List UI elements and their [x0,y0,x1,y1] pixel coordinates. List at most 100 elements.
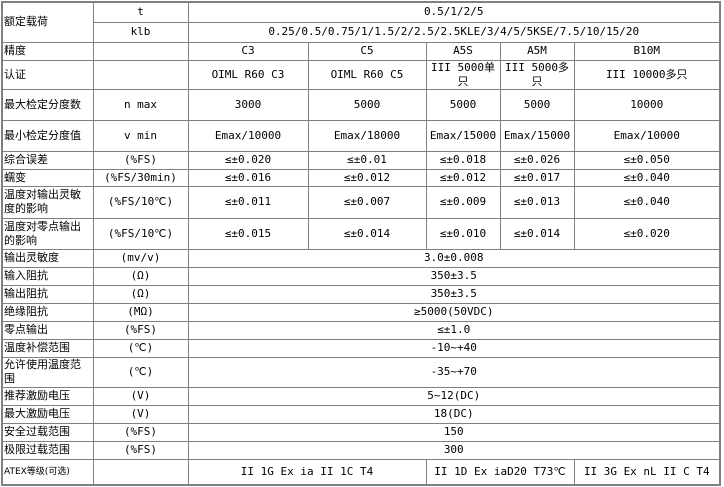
unit-cell: (%FS/30min) [92,168,189,187]
value-cell: 5000 [307,88,427,121]
unit-cell: v min [92,119,189,152]
value-cell: ≤±0.012 [425,168,501,187]
table-row: 输出阻抗 (Ω) 350±3.5 [1,284,721,304]
row-label: 输入阻抗 [1,266,94,286]
value-cell: 5000 [425,88,501,121]
unit-cell [92,59,189,90]
value-cell: ≤±0.012 [307,168,427,187]
value-cell: 3000 [187,88,309,121]
value-cell: ≤±0.020 [187,150,309,170]
value-cell: -10~+40 [187,338,721,358]
unit-cell: (V) [92,386,189,406]
table-row: 认证 OIML R60 C3 OIML R60 C5 III 5000单只 III 50… [1,59,721,90]
unit-cell [92,41,189,61]
value-cell: ≤±1.0 [187,320,721,340]
unit-cell: (%FS) [92,422,189,442]
value-cell: ≤±0.007 [307,185,427,219]
unit-cell: (Ω) [92,266,189,286]
row-label: 最小检定分度值 [1,119,94,152]
value-cell: 350±3.5 [187,284,721,304]
value-cell: 5000 [499,88,575,121]
value-cell: ≤±0.040 [573,168,721,187]
row-label: 极限过载范围 [1,440,94,460]
value-cell: -35~+70 [187,356,721,388]
table-row: 安全过载范围 (%FS) 150 [1,422,721,442]
unit-cell: (mv/v) [92,248,189,268]
unit-cell: n max [92,88,189,121]
table-row: 最大检定分度数 n max 3000 5000 5000 5000 10000 [1,88,721,121]
row-label: 允许使用温度范围 [1,356,94,388]
value-cell: ≤±0.017 [499,168,575,187]
value-cell: ≤±0.01 [307,150,427,170]
value-cell: ≤±0.010 [425,217,501,250]
value-cell: A5M [499,41,575,61]
value-cell: ≤±0.009 [425,185,501,219]
row-label: 输出灵敏度 [1,248,94,268]
unit-cell: (%FS) [92,150,189,170]
value-cell: II 3G Ex nL II C T4 [573,458,721,486]
table-row: 输入阻抗 (Ω) 350±3.5 [1,266,721,286]
row-label: 温度对输出灵敏度的影响 [1,185,94,219]
row-label: 最大激励电压 [1,404,94,424]
value-cell: 300 [187,440,721,460]
value-cell: III 5000多只 [499,59,575,90]
value-cell: ≤±0.011 [187,185,309,219]
row-label: 认证 [1,59,94,90]
value-cell: Emax/15000 [425,119,501,152]
value-cell: Emax/10000 [573,119,721,152]
table-row: 额定载荷 t 0.5/1/2/5 [1,1,721,43]
unit-cell: t [92,1,189,23]
value-cell: ≤±0.050 [573,150,721,170]
value-cell: ≥5000(50VDC) [187,302,721,322]
value-cell: 0.25/0.5/0.75/1/1.5/2/2.5/2.5KLE/3/4/5/5… [187,21,721,43]
table-row: 精度 C3 C5 A5S A5M B10M [1,41,721,61]
table-row: 极限过载范围 (%FS) 300 [1,440,721,460]
unit-cell: (℃) [92,338,189,358]
value-cell: ≤±0.014 [499,217,575,250]
table-row: 最小检定分度值 v min Emax/10000 Emax/18000 Emax/150… [1,119,721,152]
value-cell: B10M [573,41,721,61]
row-label: 推荐激励电压 [1,386,94,406]
value-cell: ≤±0.013 [499,185,575,219]
table-row: 允许使用温度范围 (℃) -35~+70 [1,356,721,388]
row-label: 输出阻抗 [1,284,94,304]
value-cell: ≤±0.020 [573,217,721,250]
value-cell: 0.5/1/2/5 [187,1,721,23]
unit-cell: (%FS/10℃) [92,217,189,250]
unit-cell: (%FS) [92,320,189,340]
row-label: 最大检定分度数 [1,88,94,121]
unit-cell: (%FS) [92,440,189,460]
value-cell: Emax/18000 [307,119,427,152]
row-label: 额定载荷 [1,1,94,43]
value-cell: ≤±0.015 [187,217,309,250]
value-cell: III 10000多只 [573,59,721,90]
row-label: 零点输出 [1,320,94,340]
value-cell: 5~12(DC) [187,386,721,406]
value-cell: ≤±0.026 [499,150,575,170]
table-row: 综合误差 (%FS) ≤±0.020 ≤±0.01 ≤±0.018 ≤±0.026 ≤±0.… [1,150,721,170]
row-label: 安全过载范围 [1,422,94,442]
row-label: 综合误差 [1,150,94,170]
row-label: 温度对零点输出的影响 [1,217,94,250]
table-row: 输出灵敏度 (mv/v) 3.0±0.008 [1,248,721,268]
value-cell: Emax/10000 [187,119,309,152]
value-cell: C3 [187,41,309,61]
row-label: ATEX等级(可选) [1,458,94,486]
value-cell: 350±3.5 [187,266,721,286]
unit-cell: (%FS/10℃) [92,185,189,219]
unit-cell [92,458,189,486]
value-cell: 3.0±0.008 [187,248,721,268]
table-row: 零点输出 (%FS) ≤±1.0 [1,320,721,340]
value-cell: III 5000单只 [425,59,501,90]
row-label: 精度 [1,41,94,61]
value-cell: OIML R60 C3 [187,59,309,90]
value-cell: 10000 [573,88,721,121]
table-row: klb 0.25/0.5/0.75/1/1.5/2/2.5/2.5KLE/3/4/… [2,21,721,43]
table-row: 温度补偿范围 (℃) -10~+40 [1,338,721,358]
row-label: 蠕变 [1,168,94,187]
table-row: ATEX等级(可选) II 1G Ex ia II 1C T4 II 1D Ex i… [1,458,721,486]
table-row: 最大激励电压 (V) 18(DC) [1,404,721,424]
table-row: 温度对零点输出的影响 (%FS/10℃) ≤±0.015 ≤±0.014 ≤±0.010… [1,217,721,250]
unit-cell: klb [92,21,189,43]
unit-cell: (℃) [92,356,189,388]
